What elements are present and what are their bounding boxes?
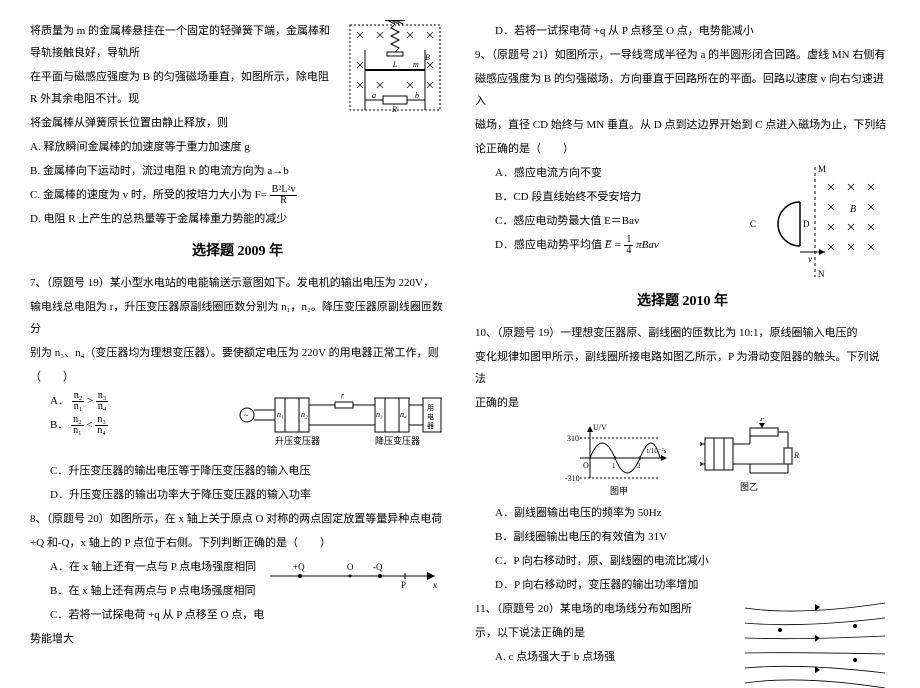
q10-opt-b: B．副线圈输出电压的有效值为 31V [475,526,890,548]
left-column: L m B a b R 将质量为 m 的金属棒悬挂在一个固定的轻弹簧下端，金属棒… [15,20,460,630]
svg-text:器: 器 [427,422,434,430]
q10-p2: 变化规律如图甲所示，副线圈所接电路如图乙所示，P 为滑动变阻器的触头。下列说法 [475,346,890,390]
q7-p2: 输电线总电阻为 r，升压变压器原副线圈匝数分别为 n₁，n₂。降压变压器原副线圈… [30,296,445,340]
svg-text:P: P [759,418,765,423]
svg-text:R: R [391,105,397,114]
figure-transformer-small: P R 图乙 [700,418,800,498]
heading-2010: 选择题 2010 年 [475,288,890,316]
svg-text:-310: -310 [565,474,580,483]
svg-text:+Q: +Q [293,562,305,572]
opt-b: B. 金属棒向下运动时，流过电阻 R 的电流方向为 a→b [30,160,445,182]
svg-text:降压变压器: 降压变压器 [375,435,420,446]
svg-text:n₃: n₃ [376,410,383,419]
figure-axis: +Q O -Q P x [265,556,445,592]
figure-transformer: ~ n₁ n₂ 升压变压器 r n₃ n₄ 降压变压器 [235,390,445,460]
svg-text:P: P [401,580,406,590]
q8-opt-d: D．若将一试探电荷 +q 从 P 点移至 O 点，电势能减小 [475,20,890,42]
svg-text:B: B [850,204,856,215]
svg-text:310: 310 [567,434,579,443]
svg-text:用: 用 [427,404,434,412]
q8-opt-c: C．若将一试探电荷 +q 从 P 点移至 O 点，电 [30,604,445,626]
svg-text:R: R [793,451,799,460]
svg-text:x: x [432,580,437,590]
svg-text:M: M [818,164,826,174]
svg-text:a: a [372,91,376,100]
q7-p3: 别为 n₃、n₄（变压器均为理想变压器）。要使额定电压为 220V 的用电器正常… [30,342,445,364]
svg-text:U/V: U/V [593,423,607,432]
svg-text:O: O [347,562,354,572]
heading-2009: 选择题 2009 年 [30,238,445,266]
q7-opt-d: D．升压变压器的输出功率大于降压变压器的输入功率 [30,484,445,506]
svg-text:1: 1 [612,462,616,470]
figure-semicircle-field: M N B C D [740,162,890,282]
opt-a: A. 释放瞬间金属棒的加速度等于重力加速度 g [30,136,445,158]
q10-opt-d: D．P 向右移动时，变压器的输出功率增加 [475,574,890,596]
q10-opt-c: C．P 向右移动时，原、副线圈的电流比减小 [475,550,890,572]
q7-opt-c: C．升压变压器的输出电压等于降压变压器的输入电压 [30,460,445,482]
q8-p1: 8、（原题号 20）如图所示，在 x 轴上关于原点 O 对称的两点固定放置等量异… [30,508,445,530]
svg-text:m: m [413,60,419,69]
svg-text:n₂: n₂ [301,410,308,419]
svg-text:L: L [392,60,398,69]
figure-field-lines [740,598,890,688]
svg-text:t/10⁻²s: t/10⁻²s [647,447,667,455]
svg-text:N: N [818,269,825,279]
q7-p4: （ ） [30,366,445,388]
figure-rail-circuit: L m B a b R [345,20,445,115]
svg-text:图乙: 图乙 [740,482,758,492]
svg-text:~: ~ [244,411,249,420]
svg-text:升压变压器: 升压变压器 [275,435,320,446]
opt-c-fraction: B²L²v R [270,185,298,206]
q10-p1: 10、（原题号 19）一理想变压器原、副线圈的匝数比为 10:1，原线圈输入电压… [475,322,890,344]
svg-text:D: D [803,219,810,229]
svg-text:n₁: n₁ [277,410,284,419]
q10-opt-a: A．副线圈输出电压的频率为 50Hz [475,502,890,524]
svg-text:B: B [425,53,430,62]
q9-p2: 磁感应强度为 B 的匀强磁场，方向垂直于回路所在的平面。回路以速度 v 向右匀速… [475,68,890,112]
svg-text:n₄: n₄ [400,410,407,419]
figure-q10-group: 310 -310 O U/V 1 2 t/10⁻²s 图甲 [475,418,890,498]
q9-p3: 磁场，直径 CD 始终与 MN 垂直。从 D 点到达边界开始到 C 点进入磁场为… [475,114,890,136]
right-column: D．若将一试探电荷 +q 从 P 点移至 O 点，电势能减小 9、（原题号 21… [460,20,905,630]
svg-text:C: C [750,219,756,229]
svg-text:图甲: 图甲 [610,486,628,496]
opt-c: C. 金属棒的速度为 v 时，所受的按培力大小为 F= B²L²v R [30,184,445,206]
svg-text:O: O [583,461,589,470]
q8-opt-c2: 势能增大 [30,628,445,650]
q9-p1: 9、（原题号 21）如图所示，一导线弯成半径为 a 的半圆形闭合回路。虚线 MN… [475,44,890,66]
svg-text:b: b [415,91,419,100]
q8-p2: +Q 和-Q，x 轴上的 P 点位于右侧。下列判断正确的是（ ） [30,532,445,554]
opt-d: D. 电阻 R 上产生的总热量等于金属棒重力势能的减少 [30,208,445,230]
figure-sine-graph: 310 -310 O U/V 1 2 t/10⁻²s 图甲 [565,418,675,498]
q9-p4: 论正确的是（ ） [475,138,890,160]
q10-p3: 正确的是 [475,392,890,414]
para-3: 将金属棒从弹簧原长位置由静止释放，则 [30,112,445,134]
q7-p1: 7、（原题号 19）某小型水电站的电能输送示意图如下。发电机的输出电压为 220… [30,272,445,294]
opt-c-text: C. 金属棒的速度为 v 时，所受的按培力大小为 F= [30,189,267,201]
svg-text:-Q: -Q [373,562,383,572]
svg-text:2: 2 [637,462,641,470]
svg-text:电: 电 [427,412,434,421]
svg-text:r: r [341,391,345,400]
svg-text:v: v [808,254,812,264]
